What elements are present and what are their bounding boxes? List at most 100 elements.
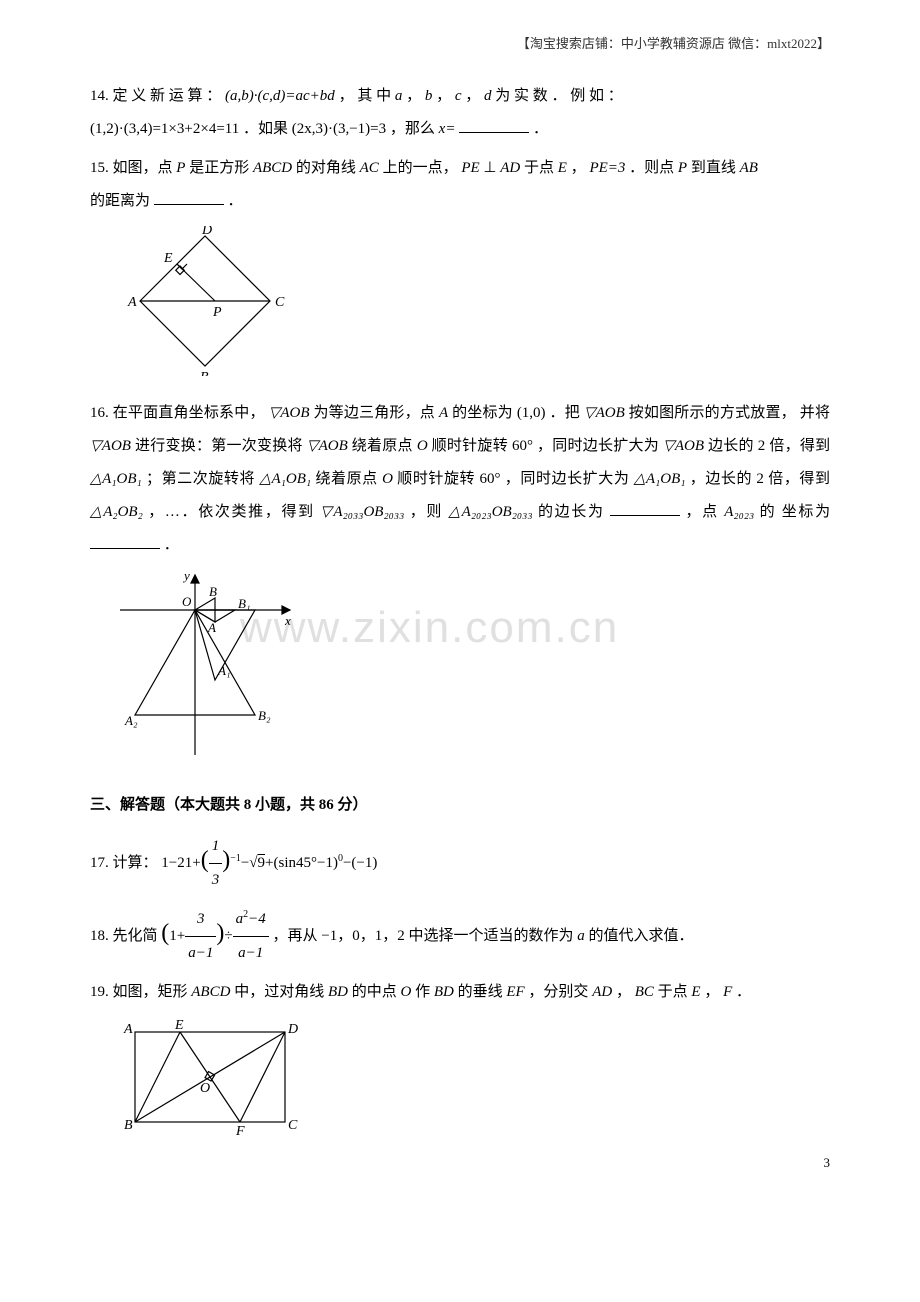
q19-period: ． [736,984,751,1000]
header-note: 【淘宝搜索店铺：中小学教辅资源店 微信：mlxt2022】 [517,30,830,59]
q16-A2023: A₂₀₂₃ [724,504,754,520]
q16-fig-A2: A₂ [124,713,138,728]
q16-t20: ，则 [410,504,443,520]
q16-t19: ，…．依次类推，得到 [148,504,315,520]
q19-t5: 的垂线 [458,984,503,1000]
q16-A2OB2: △A₂OB₂ [90,504,143,520]
q19-fig-C: C [288,1118,298,1133]
q14-var-b: b [425,88,433,104]
q16-t10: ，同时边长扩大为 [537,438,659,454]
q18-t4: 的值代入求值． [588,928,693,944]
q15-AC: AC [360,160,379,176]
q15-ABCD: ABCD [253,160,292,176]
q14-var-a: a [395,88,403,104]
q18-t3: 中选择一个适当的数作为 [408,928,573,944]
q16-t17: ，边长的 2 [690,471,764,487]
section-3-title: 三、解答题（本大题共 8 小题，共 86 分） [90,789,830,822]
q16-blank1 [610,501,680,516]
q15-perp: ⊥ [483,160,496,176]
q16-VAOB4: ▽AOB [307,438,348,454]
q16-fig-B: B [209,584,217,599]
q16-t14: 绕着原点 [315,471,377,487]
q19-fig-E: E [174,1018,184,1033]
q16-VAOB: ▽AOB [269,405,310,421]
q16-t5: 按如图所示的方式放置， [629,405,796,421]
question-19: 19. 如图，矩形 ABCD 中，过对角线 BD 的中点 O 作 BD 的垂线 … [90,976,830,1009]
q15-fig-D: D [201,226,212,238]
q19-EF: EF [506,984,524,1000]
q19-O: O [400,984,411,1000]
q19-ABCD: ABCD [191,984,230,1000]
q19-figure: A B C D E F O [120,1017,830,1150]
q19-AD: AD [592,984,612,1000]
q16-figure: y x O A B A₁ B₁ A₂ B₂ [120,570,830,773]
page-number: 3 [824,1149,831,1178]
question-14: 14. 定 义 新 运 算 ： (a,b)·(c,d)=ac+bd ， 其 中 … [90,80,830,146]
q16-blank2 [90,534,160,549]
q16-period: ． [164,537,179,553]
q15-AD: AD [500,160,520,176]
q19-t6: ，分别交 [528,984,588,1000]
question-18: 18. 先化简 (1+3a−1)÷a2−4a−1 ，再从 −1，0，1，2 中选… [90,903,830,970]
q16-coord: (1,0) [517,405,546,421]
q16-O2: O [382,471,393,487]
q15-fig-C: C [275,295,285,310]
q16-fig-A: A [207,620,216,635]
q16-t22: ，点 [685,504,718,520]
q14-t3: 为 实 数 ． 例 如 ： [495,88,623,104]
q15-P2: P [678,160,687,176]
q19-F: F [723,984,732,1000]
q15-P: P [176,160,185,176]
q18-label: 18. 先化简 [90,928,158,944]
q14-formula3: (2x,3)·(3,−1)=3 [292,121,386,137]
q16-VAOB2: ▽AOB [584,405,625,421]
q15-PE: PE [461,160,479,176]
q16-t18: 倍，得到 [768,471,830,487]
q15-PE3: PE=3 [589,160,625,176]
q19-t3: 的中点 [352,984,397,1000]
q15-AB: AB [740,160,758,176]
q16-A1OB1c: △A₁OB₁ [634,471,686,487]
q14-t5: ，那么 [390,121,435,137]
q16-fig-B2: B₂ [258,708,271,723]
question-17: 17. 计算： 1−21+(13)−1−√9+(sin45°−1)0−(−1) [90,830,830,897]
q16-t21: 的边长为 [538,504,605,520]
q16-A: A [439,405,448,421]
q16-A2023OB: △A₂₀₂₃OB₂₀₃₃ [448,504,532,520]
q19-fig-F: F [235,1124,245,1137]
q16-A1OB1: △A₁OB₁ [90,471,142,487]
q19-label: 19. 如图，矩形 [90,984,188,1000]
q16-t7: 进行变换：第一次变换将 [135,438,303,454]
q19-c1: ， [616,984,631,1000]
q19-fig-O: O [200,1081,210,1096]
q16-fig-O: O [182,594,192,609]
q16-VAOB3: ▽AOB [90,438,131,454]
q15-t2: 是正方形 [189,160,249,176]
q16-t3: 的坐标为 [452,405,513,421]
q15-fig-E: E [163,251,173,266]
q15-t3: 的对角线 [296,160,356,176]
q19-t2: 中，过对角线 [234,984,324,1000]
q15-fig-P: P [212,305,222,320]
q16-deg2: 60° [479,471,500,487]
q16-fig-x: x [284,613,291,628]
q19-BC: BC [635,984,654,1000]
q19-c2: ， [704,984,719,1000]
q17-formula: 1−21+(13)−1−√9+(sin45°−1)0−(−1) [161,830,377,897]
q18-nums: −1，0，1，2 [321,928,404,944]
q19-t4: 作 [415,984,430,1000]
q14-label: 14. 定 义 新 运 算 ： [90,88,221,104]
q17-label: 17. 计算： [90,855,158,871]
q19-fig-D: D [287,1022,298,1037]
q14-t4: ．如果 [243,121,288,137]
q14-var-c: c [455,88,462,104]
q16-A1OB1b: △A₁OB₁ [259,471,311,487]
q16-t12: 倍，得到 [769,438,830,454]
q16-t11: 边长的 2 [708,438,765,454]
q16-fig-A1: A₁ [217,663,230,678]
q15-c1: ， [571,160,586,176]
q16-t24: 坐标为 [782,504,830,520]
q19-fig-A: A [123,1022,133,1037]
q16-VAOB5: ▽AOB [663,438,704,454]
q18-formula: (1+3a−1)÷a2−4a−1 [161,903,268,970]
